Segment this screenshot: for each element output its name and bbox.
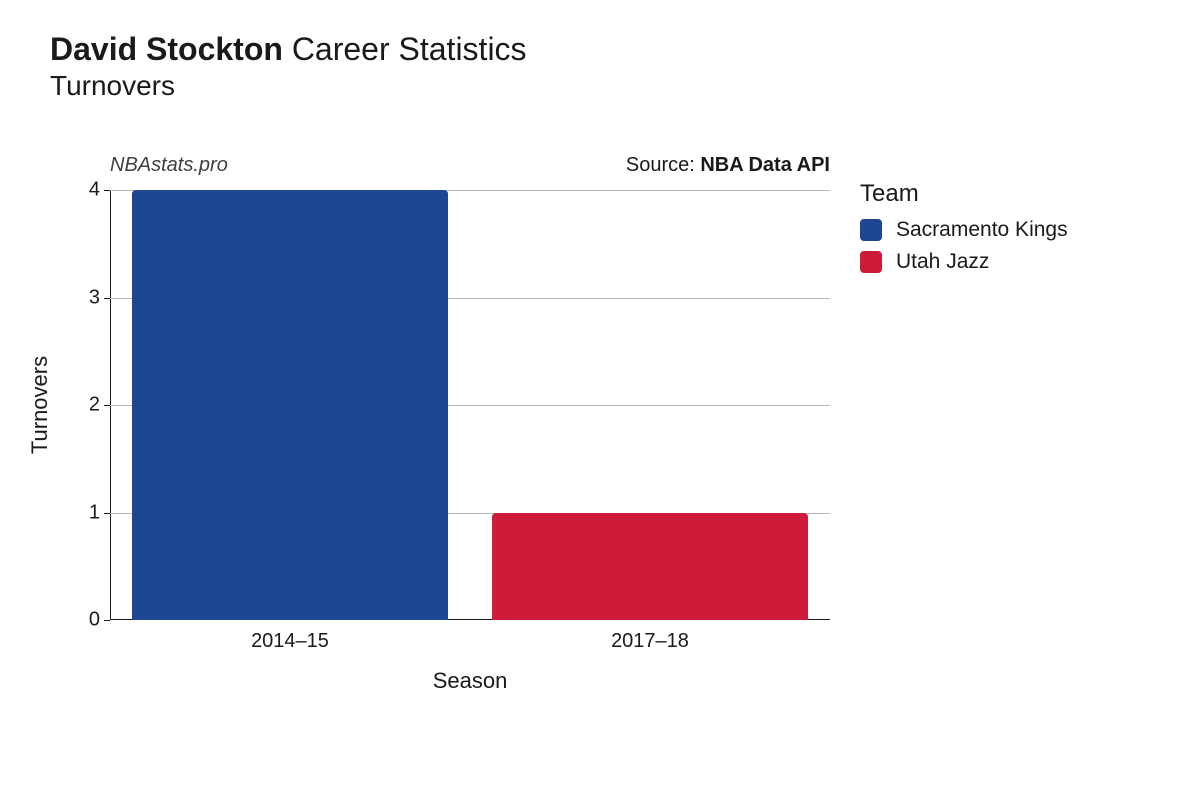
y-axis-label: Turnovers xyxy=(27,356,53,454)
ytick-mark xyxy=(104,405,110,406)
xtick-label: 2014–15 xyxy=(251,630,329,653)
ytick-label: 1 xyxy=(89,501,100,524)
watermark-text: NBAstats.pro xyxy=(110,154,228,177)
bar xyxy=(492,513,809,621)
legend-swatch xyxy=(860,251,882,273)
legend: Team Sacramento Kings Utah Jazz xyxy=(860,180,1068,282)
ytick-mark xyxy=(104,298,110,299)
ytick-mark xyxy=(104,620,110,621)
legend-label: Utah Jazz xyxy=(896,250,989,274)
xtick-label: 2017–18 xyxy=(611,630,689,653)
legend-title: Team xyxy=(860,180,1068,208)
ytick-mark xyxy=(104,513,110,514)
legend-item: Sacramento Kings xyxy=(860,218,1068,242)
ytick-mark xyxy=(104,190,110,191)
chart-subtitle: Turnovers xyxy=(50,70,1170,102)
legend-label: Sacramento Kings xyxy=(896,218,1068,242)
ytick-label: 2 xyxy=(89,394,100,417)
x-axis-label: Season xyxy=(433,668,508,694)
legend-swatch xyxy=(860,219,882,241)
bar xyxy=(132,190,449,620)
ytick-label: 3 xyxy=(89,286,100,309)
title-player-name: David Stockton xyxy=(50,31,283,67)
chart-plot-area: NBAstats.pro Source: NBA Data API Turnov… xyxy=(110,190,830,620)
source-value: NBA Data API xyxy=(700,154,830,176)
source-attribution: Source: NBA Data API xyxy=(626,154,830,177)
chart-title: David Stockton Career Statistics xyxy=(50,30,1170,68)
ytick-label: 4 xyxy=(89,179,100,202)
source-label: Source: xyxy=(626,154,700,176)
ytick-label: 0 xyxy=(89,609,100,632)
legend-item: Utah Jazz xyxy=(860,250,1068,274)
title-suffix: Career Statistics xyxy=(292,31,527,67)
